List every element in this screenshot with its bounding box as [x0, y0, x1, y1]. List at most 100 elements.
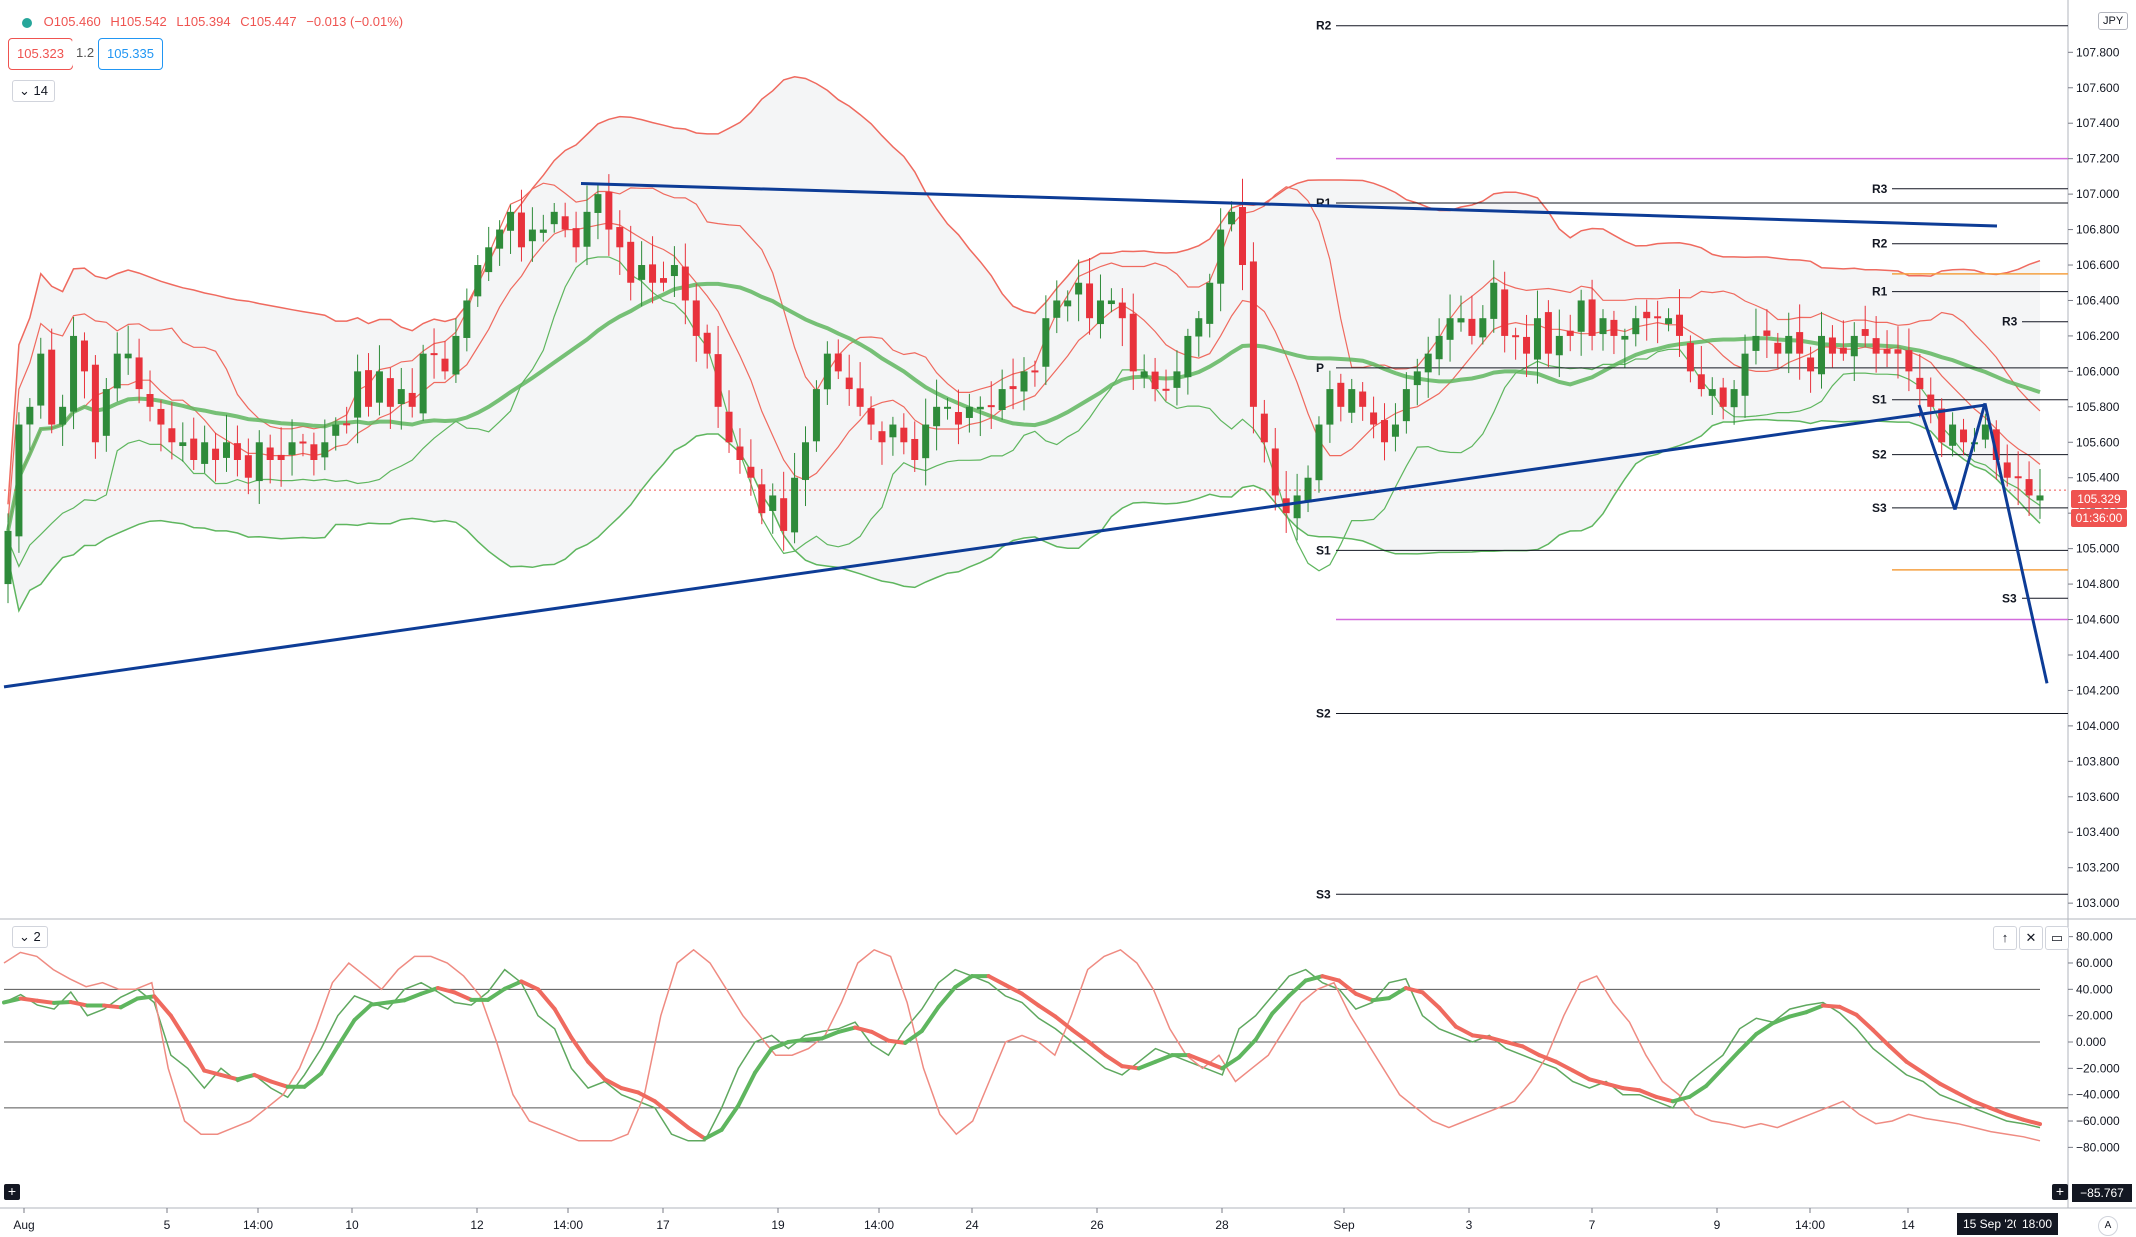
- signal-segment: [669, 1112, 691, 1130]
- signal-segment: [1503, 1040, 1525, 1049]
- signal-segment: [2021, 1117, 2042, 1127]
- add-right-button[interactable]: +: [2052, 1184, 2068, 1200]
- price-axis[interactable]: 107.800 107.600 107.400 107.200 107.000 106.8…: [2068, 45, 2120, 910]
- signal-segment: [1270, 993, 1292, 1016]
- candle-body: [80, 340, 88, 372]
- pane1-collapse-button[interactable]: ⌄ 14: [12, 80, 55, 102]
- signal-segment: [853, 1025, 874, 1034]
- candle-body: [954, 412, 962, 425]
- lower-trendline[interactable]: [3, 403, 1986, 689]
- signal-segment: [519, 979, 541, 992]
- candle-body: [791, 477, 799, 533]
- add-left-button[interactable]: +: [4, 1184, 20, 1200]
- signal-segment: [319, 1044, 340, 1076]
- signal-segment: [1136, 1059, 1158, 1071]
- price-tick-label: 105.600: [2076, 435, 2120, 449]
- upper-trendline[interactable]: [580, 181, 1998, 228]
- signal-segment: [686, 1125, 707, 1141]
- candle-body: [878, 431, 886, 443]
- candle-body: [1118, 302, 1126, 319]
- move-up-button[interactable]: ↑: [1993, 926, 2017, 950]
- candle-body: [113, 353, 121, 389]
- signal-segment: [803, 1036, 824, 1042]
- pattern-line[interactable]: [1953, 402, 1987, 511]
- pivot-label: P: [1316, 361, 1324, 375]
- candle-body: [561, 216, 569, 230]
- signal-segment: [1220, 1055, 1241, 1071]
- signal-segment: [1103, 1053, 1125, 1069]
- signal-segment: [1253, 1011, 1275, 1042]
- candle-body: [1533, 318, 1541, 360]
- signal-segment: [836, 1025, 858, 1034]
- time-tick-label: 14:00: [243, 1218, 273, 1232]
- osc-tick-label: 60.000: [2076, 956, 2113, 970]
- price-tick-label: 107.600: [2076, 81, 2120, 95]
- candle-body: [1850, 335, 1858, 357]
- signal-segment: [402, 991, 424, 1003]
- candle-body: [605, 191, 613, 230]
- signal-segment: [1871, 1028, 1892, 1049]
- signal-segment: [235, 1072, 257, 1082]
- time-tick-label: 9: [1714, 1218, 1721, 1232]
- signal-segment: [1921, 1070, 1942, 1086]
- signal-segment: [1754, 1021, 1775, 1037]
- candle-body: [649, 264, 657, 283]
- time-axis[interactable]: Aug 5 14:00 10 12 14:00 17 19 14:00 24 26 28 Sep 3 7 9 1…: [13, 1208, 1915, 1232]
- signal-segment: [1704, 1066, 1725, 1088]
- cursor-time-label: 18:00: [2016, 1213, 2059, 1235]
- candle-body: [354, 371, 362, 418]
- candle-body: [1359, 391, 1367, 407]
- candle-body: [397, 389, 405, 405]
- time-tick-label: 24: [965, 1218, 979, 1232]
- candle-body: [572, 228, 580, 248]
- candle-body: [1555, 335, 1563, 356]
- signal-segment: [1887, 1044, 1909, 1064]
- signal-segment: [786, 1037, 808, 1044]
- signal-segment: [869, 1029, 891, 1043]
- candle-body: [2025, 479, 2033, 496]
- candle-body: [1140, 371, 1148, 378]
- price-tick-label: 105.400: [2076, 471, 2120, 485]
- signal-segment: [1370, 996, 1392, 1003]
- candle-body: [1086, 283, 1094, 319]
- candle-body: [1490, 282, 1498, 319]
- candle-body: [627, 241, 635, 283]
- signal-segment: [502, 979, 524, 991]
- candle-body: [1293, 495, 1301, 519]
- pane2-collapse-button[interactable]: ⌄ 2: [12, 926, 48, 948]
- candle-body: [1228, 211, 1236, 225]
- ohlc-legend: O105.460 H105.542 L105.394 C105.447 −0.0…: [22, 14, 409, 29]
- buy-button[interactable]: 105.335: [98, 38, 163, 70]
- close-value: C105.447: [240, 14, 297, 29]
- close-pane-button[interactable]: ✕: [2019, 926, 2043, 950]
- candle-body: [135, 357, 143, 390]
- auto-scale-button[interactable]: A: [2098, 1216, 2118, 1236]
- signal-segment: [1670, 1094, 1692, 1104]
- candle-body: [1665, 318, 1673, 324]
- candle-body: [1424, 353, 1432, 373]
- candle-body: [1774, 342, 1782, 354]
- candle-body: [1053, 300, 1061, 318]
- currency-label[interactable]: JPY: [2098, 12, 2129, 30]
- signal-segment: [636, 1090, 657, 1104]
- candle-body: [1173, 371, 1181, 388]
- maximize-pane-button[interactable]: ▭: [2045, 926, 2069, 950]
- pattern-line[interactable]: [1917, 404, 1957, 511]
- candle-body: [747, 466, 755, 478]
- candle-body: [1894, 349, 1902, 354]
- signal-segment: [1954, 1090, 1976, 1104]
- sell-button[interactable]: 105.323: [8, 38, 73, 70]
- projection-line[interactable]: [1983, 402, 2049, 684]
- osc-tick-label: −20.000: [2076, 1061, 2120, 1075]
- candle-body: [299, 441, 307, 444]
- candle-body: [856, 388, 864, 407]
- candle-body: [1741, 353, 1749, 396]
- candle-body: [1883, 349, 1891, 354]
- signal-segment: [1587, 1077, 1609, 1086]
- candle-body: [1020, 371, 1028, 392]
- candle-body: [1348, 389, 1356, 413]
- candle-body: [1042, 318, 1050, 367]
- grid: [0, 0, 2136, 1209]
- trendlines[interactable]: [3, 181, 2049, 689]
